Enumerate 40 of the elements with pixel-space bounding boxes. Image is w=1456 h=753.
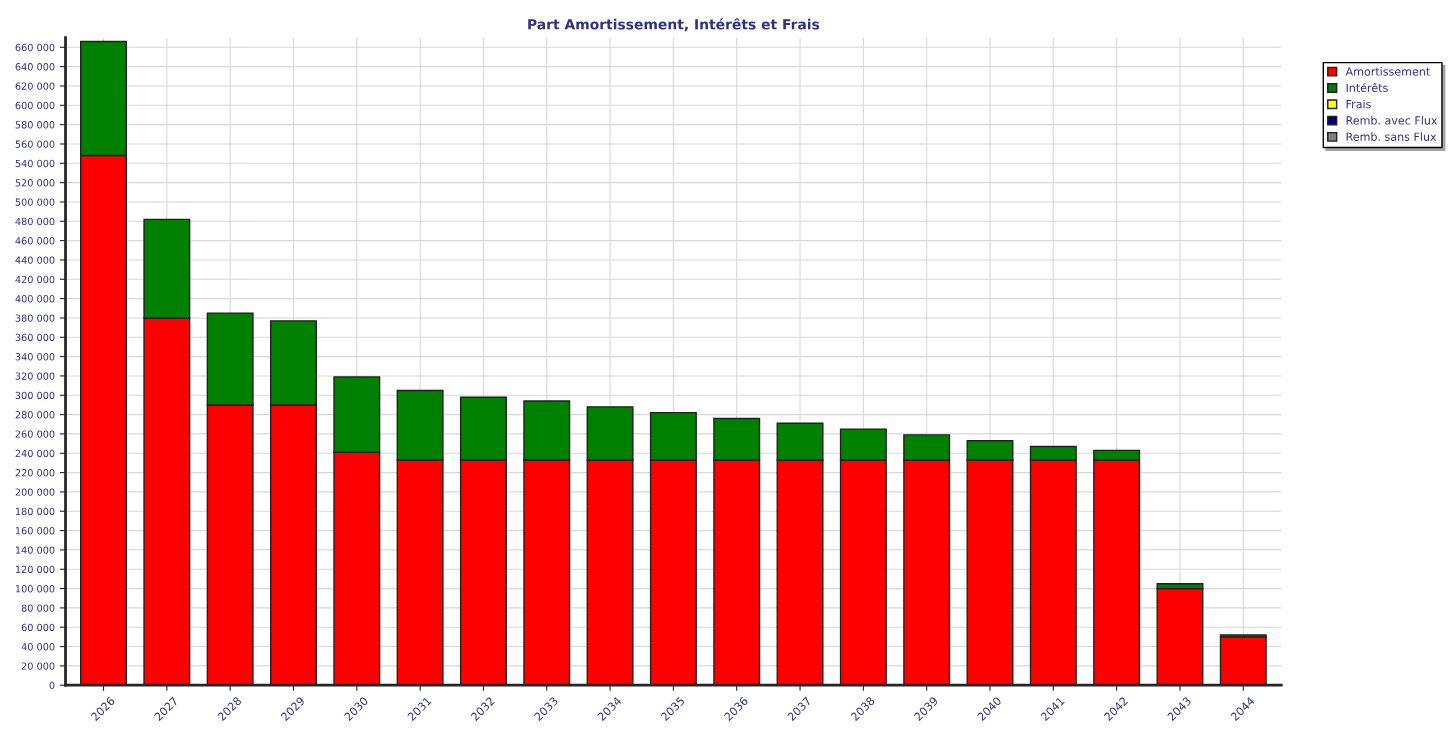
y-tick-label: 160 000	[15, 527, 55, 535]
y-tick-label: 620 000	[15, 82, 55, 90]
y-tick-label: 440 000	[15, 256, 55, 264]
y-tick-label: 140 000	[15, 546, 55, 554]
y-tick-label: 460 000	[15, 237, 55, 245]
chart-title: Part Amortissement, Intérêts et Frais	[528, 18, 820, 32]
y-tick-label: 80 000	[21, 604, 55, 612]
y-tick-label: 480 000	[15, 217, 55, 226]
y-tick-label: 600 000	[15, 101, 55, 110]
y-tick-label: 340 000	[15, 353, 55, 361]
legend-label: Amortissement	[1345, 67, 1430, 76]
y-tick-label: 100 000	[15, 585, 55, 593]
y-tick-label: 120 000	[15, 565, 55, 574]
y-tick-label: 240 000	[15, 449, 55, 458]
y-tick-label: 60 000	[21, 623, 55, 632]
legend-label: Remb. avec Flux	[1346, 116, 1438, 125]
y-tick-label: 180 000	[15, 507, 55, 516]
y-tick-label: 400 000	[15, 295, 55, 303]
y-tick-label: 260 000	[15, 430, 55, 438]
legend-label: Intérêts	[1346, 82, 1388, 92]
y-tick-label: 520 000	[15, 179, 55, 187]
y-tick-label: 20 000	[21, 662, 55, 670]
legend-label: Remb. sans Flux	[1346, 132, 1437, 141]
y-tick-label: 200 000	[15, 488, 55, 496]
y-tick-label: 280 000	[15, 411, 55, 419]
y-tick-label: 380 000	[15, 314, 55, 322]
y-tick-label: 500 000	[15, 198, 55, 206]
y-tick-label: 40 000	[21, 643, 55, 651]
y-tick-label: 300 000	[15, 391, 55, 400]
y-tick-label: 420 000	[15, 275, 55, 284]
y-tick-label: 0	[49, 681, 55, 690]
y-tick-label: 640 000	[15, 63, 55, 71]
y-tick-label: 360 000	[15, 333, 55, 342]
legend-label: Frais	[1346, 99, 1371, 109]
y-tick-label: 560 000	[15, 140, 55, 148]
y-tick-label: 660 000	[15, 43, 55, 52]
y-tick-label: 220 000	[15, 469, 55, 477]
y-tick-label: 320 000	[15, 372, 55, 380]
y-tick-label: 540 000	[15, 159, 55, 168]
y-tick-label: 580 000	[15, 121, 55, 129]
